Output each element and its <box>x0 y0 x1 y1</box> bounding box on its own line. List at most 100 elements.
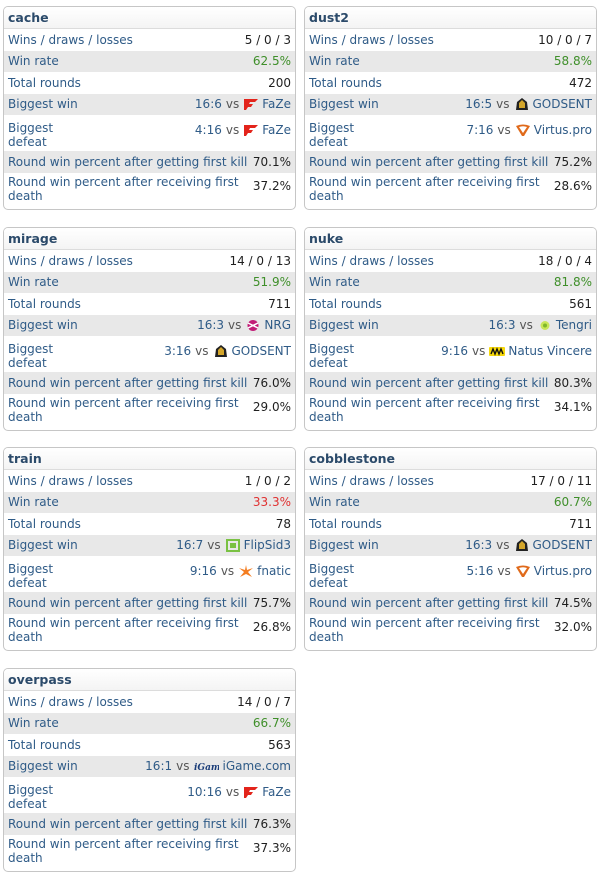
total-rounds-value: 563 <box>268 737 291 752</box>
map-stats-card-train: train Wins / draws / losses 1 / 0 / 2 Wi… <box>3 447 296 651</box>
wdl-row: Wins / draws / losses 18 / 0 / 4 <box>305 250 596 272</box>
rwp-first-kill-label: Round win percent after getting first ki… <box>8 154 248 169</box>
total-rounds-row: Total rounds 711 <box>4 293 295 315</box>
biggest-win-label: Biggest win <box>8 759 78 774</box>
total-rounds-row: Total rounds 200 <box>4 72 295 94</box>
biggest-win-score[interactable]: 16:6 <box>194 97 222 112</box>
biggest-win-row: Biggest win 16:1 vs iGame iGame.com <box>4 755 295 777</box>
map-name[interactable]: dust2 <box>305 7 596 29</box>
map-name[interactable]: nuke <box>305 228 596 250</box>
biggest-win-label: Biggest win <box>8 538 78 553</box>
rwp-first-kill-value: 80.3% <box>553 375 592 390</box>
rwp-first-death-value: 34.1% <box>553 399 592 414</box>
biggest-defeat-team[interactable]: Virtus.pro <box>533 123 592 137</box>
biggest-win-value: 16:7 vs FlipSid3 <box>176 538 291 552</box>
rwp-first-death-label: Round win percent after receiving first d… <box>309 615 540 644</box>
map-name[interactable]: mirage <box>4 228 295 250</box>
total-rounds-row: Total rounds 711 <box>305 513 596 535</box>
biggest-win-team[interactable]: FlipSid3 <box>243 538 291 553</box>
rwp-first-death-value: 26.8% <box>252 619 291 634</box>
biggest-win-row: Biggest win 16:5 vs GODSENT <box>305 93 596 115</box>
rwp-first-death-value: 28.6% <box>553 178 592 193</box>
biggest-win-team[interactable]: GODSENT <box>532 538 593 553</box>
map-name[interactable]: train <box>4 448 295 470</box>
wdl-value: 14 / 0 / 13 <box>229 253 291 268</box>
biggest-defeat-team[interactable]: fnatic <box>257 564 291 578</box>
total-rounds-row: Total rounds 563 <box>4 734 295 756</box>
faze-logo-icon <box>243 786 259 799</box>
biggest-defeat-team[interactable]: GODSENT <box>231 344 292 358</box>
biggest-defeat-row: Biggest defeat 10:16 vs FaZe <box>4 777 295 813</box>
virtuspro-logo-icon <box>515 565 531 578</box>
win-rate-value: 62.5% <box>252 54 291 69</box>
biggest-win-team[interactable]: GODSENT <box>532 97 593 112</box>
total-rounds-row: Total rounds 472 <box>305 72 596 94</box>
rwp-first-kill-row: Round win percent after getting first ki… <box>305 372 596 394</box>
biggest-defeat-team[interactable]: FaZe <box>262 785 291 799</box>
biggest-defeat-score[interactable]: 9:16 <box>441 344 469 358</box>
biggest-defeat-row: Biggest defeat 9:16 vs fnatic <box>4 556 295 592</box>
biggest-defeat-team[interactable]: Natus Vincere <box>508 344 592 358</box>
vs-text: vs <box>519 318 533 333</box>
map-name[interactable]: overpass <box>4 669 295 691</box>
win-rate-label: Win rate <box>8 495 59 510</box>
rwp-first-death-value: 29.0% <box>252 399 291 414</box>
biggest-defeat-score[interactable]: 7:16 <box>466 123 494 137</box>
win-rate-label: Win rate <box>309 275 360 290</box>
map-name[interactable]: cache <box>4 7 295 29</box>
win-rate-row: Win rate 58.8% <box>305 50 596 72</box>
biggest-defeat-score[interactable]: 10:16 <box>187 785 222 799</box>
biggest-defeat-value: 10:16 vs FaZe <box>187 779 291 799</box>
biggest-win-value: 16:1 vs iGame iGame.com <box>145 759 291 773</box>
map-stats-card-cache: cache Wins / draws / losses 5 / 0 / 3 Wi… <box>3 6 296 210</box>
win-rate-value: 51.9% <box>252 275 291 290</box>
vs-text: vs <box>225 123 240 137</box>
total-rounds-value: 711 <box>268 296 291 311</box>
rwp-first-death-row: Round win percent after receiving first d… <box>4 835 295 871</box>
biggest-defeat-team[interactable]: Virtus.pro <box>533 564 592 578</box>
vs-text: vs <box>496 538 510 553</box>
biggest-defeat-team[interactable]: FaZe <box>262 123 291 137</box>
rwp-first-kill-row: Round win percent after getting first ki… <box>305 151 596 173</box>
map-name[interactable]: cobblestone <box>305 448 596 470</box>
biggest-win-row: Biggest win 16:3 vs NRG <box>4 314 295 336</box>
total-rounds-value: 472 <box>569 75 592 90</box>
biggest-defeat-score[interactable]: 9:16 <box>189 564 217 578</box>
rwp-first-kill-row: Round win percent after getting first ki… <box>4 151 295 173</box>
vs-text: vs <box>497 123 511 137</box>
biggest-defeat-score[interactable]: 5:16 <box>466 564 494 578</box>
biggest-win-score[interactable]: 16:3 <box>197 318 225 333</box>
biggest-win-team[interactable]: iGame.com <box>222 759 291 774</box>
biggest-defeat-label: Biggest defeat <box>8 562 54 590</box>
tengri-logo-icon <box>537 319 553 332</box>
rwp-first-death-value: 32.0% <box>553 619 592 634</box>
biggest-defeat-score[interactable]: 4:16 <box>194 123 222 137</box>
rwp-first-death-row: Round win percent after receiving first d… <box>4 394 295 430</box>
biggest-win-score[interactable]: 16:5 <box>465 97 493 112</box>
wdl-row: Wins / draws / losses 10 / 0 / 7 <box>305 29 596 51</box>
total-rounds-row: Total rounds 561 <box>305 293 596 315</box>
win-rate-label: Win rate <box>309 495 360 510</box>
win-rate-value: 66.7% <box>252 716 291 731</box>
wdl-value: 14 / 0 / 7 <box>237 694 291 709</box>
rwp-first-kill-value: 76.3% <box>252 816 291 831</box>
wdl-row: Wins / draws / losses 14 / 0 / 13 <box>4 250 295 272</box>
biggest-win-score[interactable]: 16:3 <box>488 318 516 333</box>
biggest-defeat-row: Biggest defeat 4:16 vs FaZe <box>4 115 295 151</box>
biggest-win-team[interactable]: NRG <box>264 318 291 333</box>
biggest-defeat-score[interactable]: 3:16 <box>164 344 192 358</box>
biggest-win-score[interactable]: 16:1 <box>145 759 173 774</box>
svg-text:iGame: iGame <box>194 763 219 773</box>
rwp-first-death-label: Round win percent after receiving first d… <box>8 836 239 865</box>
biggest-win-team[interactable]: Tengri <box>555 318 592 333</box>
biggest-defeat-row: Biggest defeat 5:16 vs Virtus.pro <box>305 556 596 592</box>
win-rate-value: 60.7% <box>553 495 592 510</box>
biggest-win-team[interactable]: FaZe <box>262 97 291 112</box>
rwp-first-kill-row: Round win percent after getting first ki… <box>305 592 596 614</box>
biggest-win-label: Biggest win <box>309 538 379 553</box>
biggest-win-score[interactable]: 16:7 <box>176 538 204 553</box>
rwp-first-death-label: Round win percent after receiving first d… <box>8 615 239 644</box>
biggest-win-score[interactable]: 16:3 <box>465 538 493 553</box>
win-rate-label: Win rate <box>8 716 59 731</box>
nrg-logo-icon <box>245 319 261 332</box>
